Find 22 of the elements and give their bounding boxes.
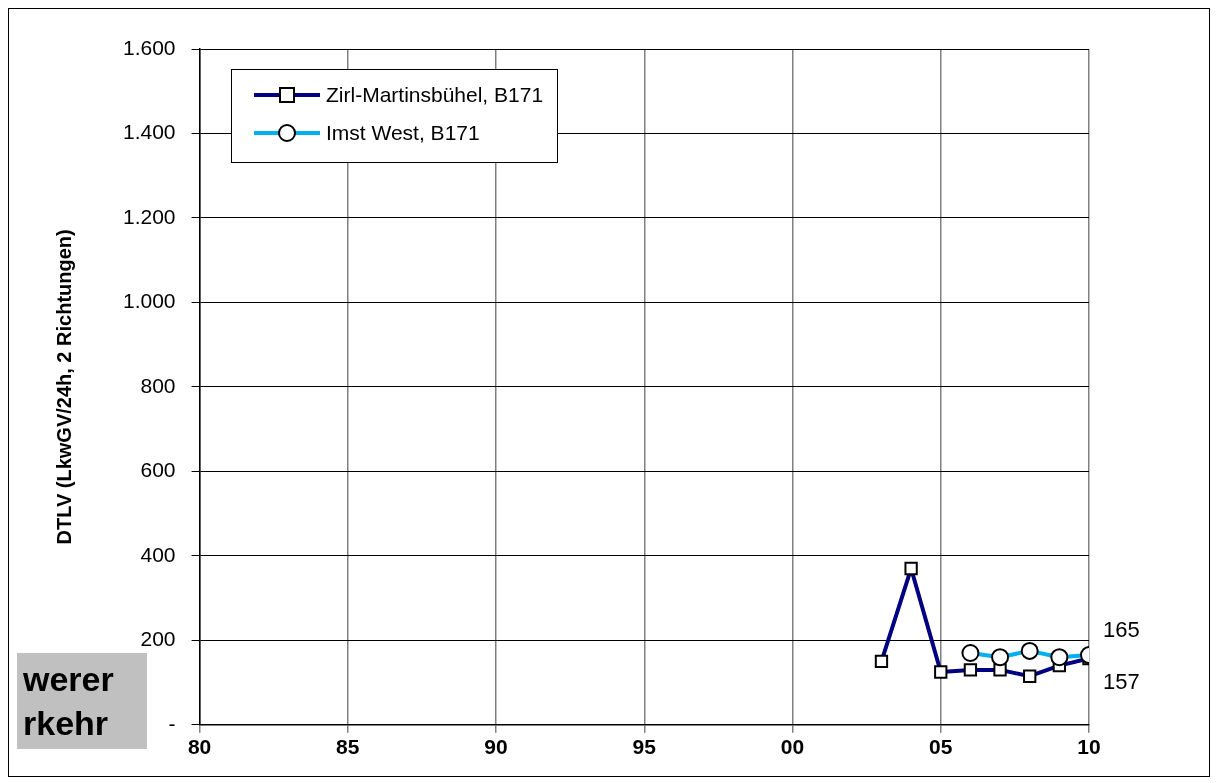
y-tick-label: 1.000 xyxy=(122,289,176,313)
x-tick-label: 10 xyxy=(1077,735,1101,759)
x-tick-label: 80 xyxy=(187,735,212,759)
y-tick-label: 200 xyxy=(140,627,176,651)
x-tick-label: 85 xyxy=(336,735,360,759)
legend-label: Zirl-Martinsbühel, B171 xyxy=(326,83,544,107)
y-tick-label: 1.400 xyxy=(122,120,176,144)
y-tick-label: - xyxy=(168,711,176,735)
y-tick-label: 1.200 xyxy=(122,204,176,228)
y-tick-label: 800 xyxy=(140,373,176,397)
text: werer rkehr xyxy=(17,653,147,749)
y-axis-title: DTLV (LkwGV/24h, 2 Richtungen) xyxy=(52,229,75,545)
y-tick-label: 1.600 xyxy=(122,35,176,59)
x-tick-label: 90 xyxy=(484,735,508,759)
x-tick-label: 00 xyxy=(780,735,805,759)
legend-label: Imst West, B171 xyxy=(326,121,480,145)
y-tick-label: 600 xyxy=(140,458,176,482)
x-tick-label: 95 xyxy=(632,735,657,759)
x-tick-label: 05 xyxy=(929,735,953,759)
y-tick-label: 400 xyxy=(140,542,176,566)
data-label: 157 xyxy=(1103,668,1140,694)
data-label: 165 xyxy=(1103,617,1140,643)
